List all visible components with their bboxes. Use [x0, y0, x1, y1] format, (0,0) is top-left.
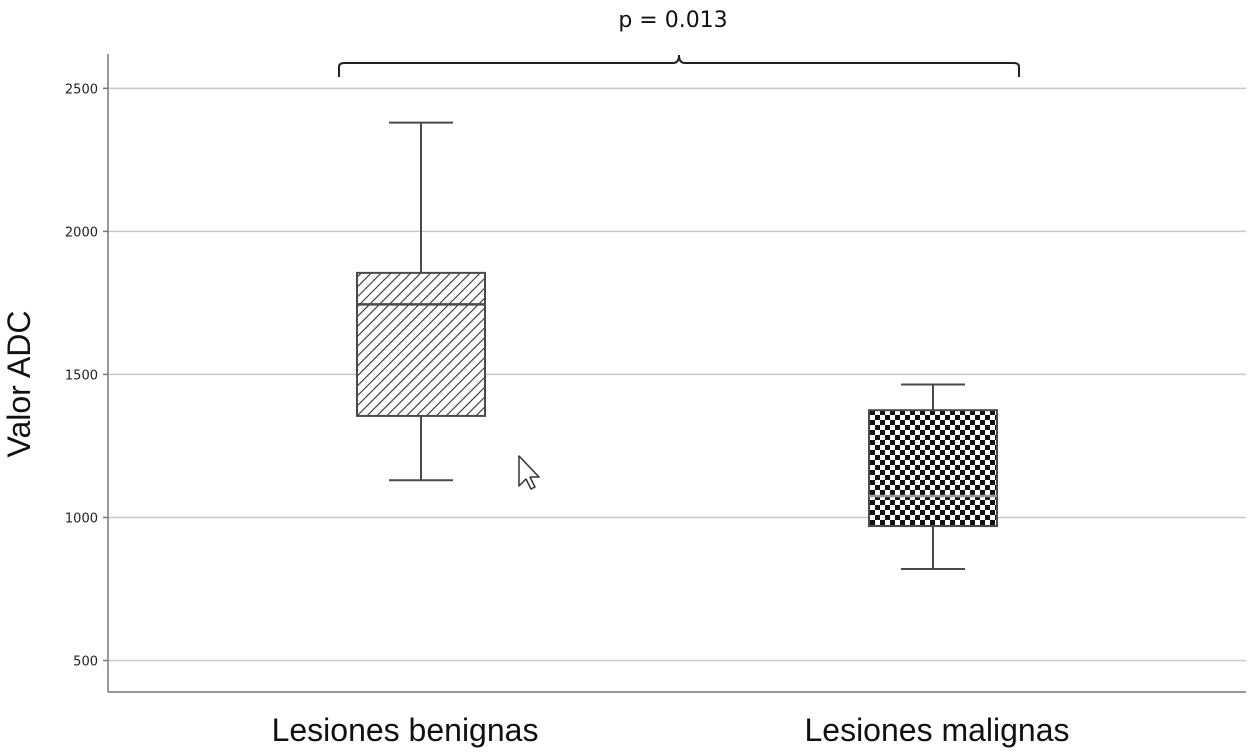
iqr-box: [868, 409, 998, 528]
box-lesiones-benignas: [356, 121, 486, 482]
mouse-pointer-icon: [518, 455, 540, 490]
box-lesiones-malignas: [868, 383, 998, 570]
y-axis-label: Valor ADC: [1, 310, 37, 457]
bracket-line: [338, 54, 1020, 77]
p-value-label: p = 0.013: [618, 8, 727, 33]
y-tick-label: 500: [73, 655, 98, 670]
x-category-label: Lesiones benignas: [272, 712, 539, 748]
significance-bracket: p = 0.013: [338, 8, 1020, 77]
axes: [107, 54, 1246, 693]
y-tick-label: 2000: [65, 225, 98, 240]
boxes: [356, 121, 998, 570]
y-tick-labels: 500 1000 1500 2000 2500: [65, 82, 108, 670]
y-tick-label: 1000: [65, 511, 98, 526]
iqr-box: [356, 271, 486, 417]
y-tick-label: 1500: [65, 368, 98, 383]
category-labels: Lesiones benignas Lesiones malignas: [272, 712, 1070, 748]
gridlines: [108, 87, 1246, 662]
y-tick-label: 2500: [65, 82, 98, 97]
x-category-label: Lesiones malignas: [804, 712, 1069, 748]
